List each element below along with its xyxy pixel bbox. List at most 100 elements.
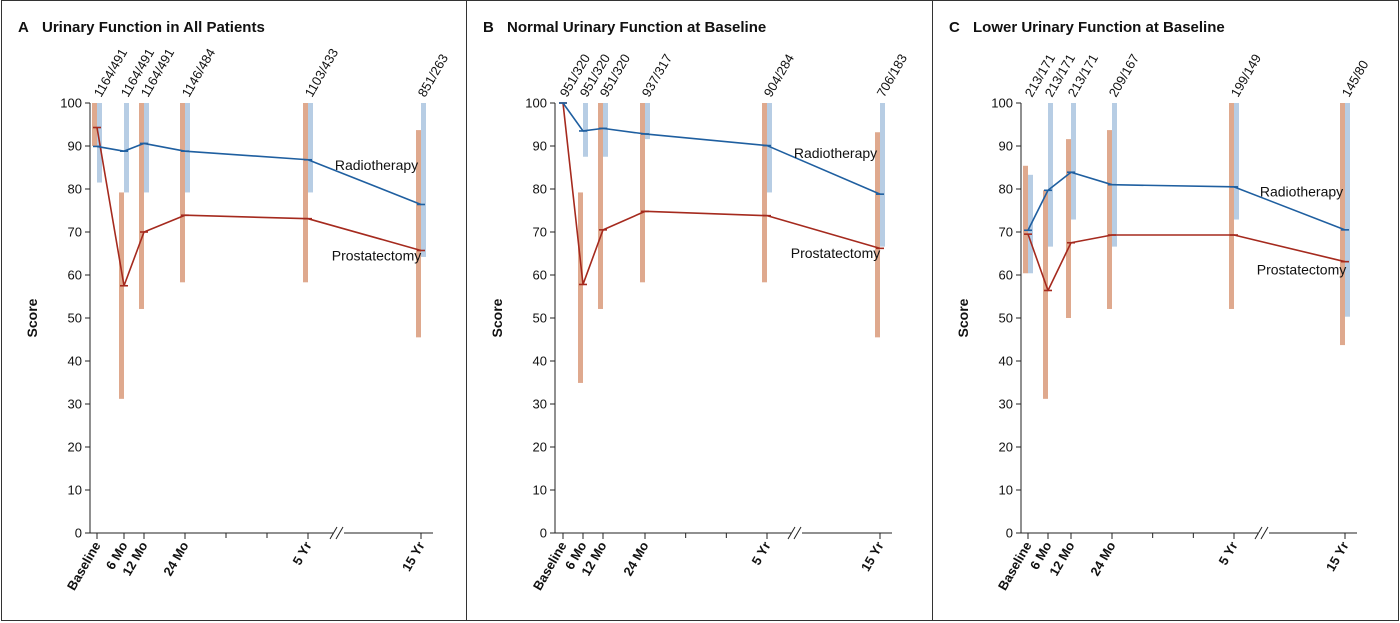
panel-c-y-tick-label-40: 40: [999, 354, 1013, 369]
panel-a-radiotherapy-label: Radiotherapy: [335, 157, 418, 173]
panel-c-title: Lower Urinary Function at Baseline: [973, 19, 1225, 36]
panel-c-prostatectomy-range-bar-baseline: [1023, 165, 1028, 274]
panel-b-prostatectomy-range-bar-5-yr: [762, 103, 767, 283]
panel-b-axis-break-mark-1: [787, 526, 796, 540]
panel-a-radiotherapy-line: [96, 142, 422, 206]
panel-c-y-tick-label-80: 80: [999, 182, 1013, 197]
panel-a-prostatectomy-range-bar-15-yr: [416, 130, 421, 338]
panel-a-y-tick-label-0: 0: [75, 526, 82, 541]
panel-a-radiotherapy-range-bar-5-yr: [308, 103, 313, 193]
panel-a-x-tick-label-15-yr: 15 Yr: [399, 539, 428, 574]
panel-a-prostatectomy-range-bar-12-mo: [139, 103, 144, 309]
panel-c-radiotherapy-line: [1027, 171, 1346, 231]
panel-c-chart: C Lower Urinary Function at Baseline Score…: [949, 19, 1371, 593]
panel-a-prostatectomy-range-bar-24-mo: [180, 103, 185, 283]
panel-a-y-tick-label-60: 60: [68, 268, 82, 283]
panel-c-y-tick-label-100: 100: [991, 96, 1013, 111]
panel-c-prostatectomy-range-bar-24-mo: [1107, 130, 1112, 309]
panel-b-prostatectomy-label: Prostatectomy: [791, 245, 880, 261]
panel-b-x-tick-label-15-yr: 15 Yr: [858, 539, 887, 574]
panel-c-axis-break-mark-1: [1254, 526, 1263, 540]
panel-c-n-label-15-yr: 145/80: [1339, 58, 1372, 100]
panel-a-radiotherapy-range-bar-6-mo: [124, 103, 129, 193]
panel-b-radiotherapy-range-bar-24-mo: [645, 103, 650, 140]
panel-a-n-label-15-yr: 851/263: [415, 51, 451, 99]
panel-b-prostatectomy-line: [562, 102, 881, 286]
panel-a-prostatectomy-range-bar-5-yr: [303, 103, 308, 283]
panel-b-n-label-24-mo: 937/317: [639, 51, 675, 99]
panel-b-y-tick-label-90: 90: [533, 139, 547, 154]
panel-a-letter: A: [18, 19, 29, 36]
panel-a-y-tick-label-10: 10: [68, 483, 82, 498]
panel-b-y-tick-label-20: 20: [533, 440, 547, 455]
panel-a-title: Urinary Function in All Patients: [42, 19, 265, 36]
panel-c-x-tick-label-5-yr: 5 Yr: [1215, 539, 1240, 568]
panel-b-prostatectomy-range-bar-12-mo: [598, 103, 603, 309]
panel-c-y-tick-label-90: 90: [999, 139, 1013, 154]
panel-a-x-tick-label-24-mo: 24 Mo: [160, 539, 191, 578]
panel-c-letter: C: [949, 19, 960, 36]
panel-c-y-tick-label-50: 50: [999, 311, 1013, 326]
panel-a-y-tick-label-20: 20: [68, 440, 82, 455]
panel-c-n-label-24-mo: 209/167: [1106, 51, 1142, 99]
panel-b-x-tick-label-5-yr: 5 Yr: [748, 539, 773, 568]
panel-b-prostatectomy-range-bar-6-mo: [578, 192, 583, 383]
panel-b-chart: B Normal Urinary Function at Baseline Scor…: [483, 19, 910, 593]
panel-c-y-tick-label-20: 20: [999, 440, 1013, 455]
panel-c-radiotherapy-range-bar-12-mo: [1071, 103, 1076, 220]
panel-b-y-tick-label-50: 50: [533, 311, 547, 326]
panel-c-radiotherapy-range-bar-24-mo: [1112, 103, 1117, 247]
panel-c-radiotherapy-range-bar-6-mo: [1048, 103, 1053, 247]
panel-b-n-label-5-yr: 904/284: [761, 51, 797, 99]
panel-a-x-tick-label-5-yr: 5 Yr: [289, 539, 314, 568]
panel-a-y-tick-label-40: 40: [68, 354, 82, 369]
panel-a-y-tick-label-100: 100: [60, 96, 82, 111]
panel-c-y-tick-label-0: 0: [1006, 526, 1013, 541]
panel-b-radiotherapy-range-bar-12-mo: [603, 103, 608, 157]
panel-a-y-tick-label-50: 50: [68, 311, 82, 326]
panel-b-y-tick-label-70: 70: [533, 225, 547, 240]
panel-a-prostatectomy-line: [96, 127, 422, 287]
panel-b-radiotherapy-label: Radiotherapy: [794, 145, 877, 161]
panel-b-y-axis-label: Score: [489, 298, 505, 337]
panel-b-y-tick-label-80: 80: [533, 182, 547, 197]
panel-b-radiotherapy-line: [562, 102, 881, 195]
panel-c-prostatectomy-range-bar-12-mo: [1066, 139, 1071, 318]
panel-c-prostatectomy-range-bar-6-mo: [1043, 190, 1048, 399]
panel-c-radiotherapy-label: Radiotherapy: [1260, 183, 1343, 199]
panel-b-x-tick-label-24-mo: 24 Mo: [620, 539, 651, 578]
panel-c-x-tick-label-15-yr: 15 Yr: [1323, 539, 1352, 574]
panel-a-prostatectomy-range-bar-baseline: [92, 103, 97, 146]
panel-b-title: Normal Urinary Function at Baseline: [507, 19, 766, 36]
panel-c-axis-break-mark-2: [1260, 526, 1269, 540]
panel-c-prostatectomy-range-bar-5-yr: [1229, 103, 1234, 309]
panel-a-radiotherapy-range-bar-12-mo: [144, 103, 149, 193]
panel-a-axis-break-mark-2: [335, 526, 344, 540]
panel-b-y-tick-label-0: 0: [540, 526, 547, 541]
panel-a-y-tick-label-30: 30: [68, 397, 82, 412]
panel-c-y-axis-label: Score: [955, 298, 971, 337]
panel-a-chart: A Urinary Function in All Patients Score 0 1…: [18, 19, 451, 593]
panel-b-y-tick-label-60: 60: [533, 268, 547, 283]
panel-c-prostatectomy-range-bar-15-yr: [1340, 103, 1345, 346]
panel-b-y-tick-label-40: 40: [533, 354, 547, 369]
panel-a-prostatectomy-label: Prostatectomy: [332, 248, 421, 264]
panel-b-radiotherapy-range-bar-5-yr: [767, 103, 772, 193]
panel-b-prostatectomy-range-bar-15-yr: [875, 132, 880, 338]
panel-a-radiotherapy-range-bar-24-mo: [185, 103, 190, 193]
panel-a-x-tick-label-baseline: Baseline: [64, 539, 104, 593]
panel-a-y-tick-label-80: 80: [68, 182, 82, 197]
panel-b-prostatectomy-range-bar-24-mo: [640, 103, 645, 283]
panel-b-letter: B: [483, 19, 494, 36]
panel-a-y-tick-label-70: 70: [68, 225, 82, 240]
panel-a-y-axis-label: Score: [24, 298, 40, 337]
panel-a-n-label-24-mo: 1146/484: [179, 46, 219, 100]
panel-b-axis-break-mark-2: [793, 526, 802, 540]
panel-c-radiotherapy-range-bar-15-yr: [1345, 103, 1350, 317]
panel-a-n-label-5-yr: 1103/433: [302, 46, 342, 100]
panel-c-frame: [932, 0, 1399, 621]
panel-c-y-tick-label-10: 10: [999, 483, 1013, 498]
panel-c-y-tick-label-30: 30: [999, 397, 1013, 412]
panel-a-axis-break-mark-1: [329, 526, 338, 540]
